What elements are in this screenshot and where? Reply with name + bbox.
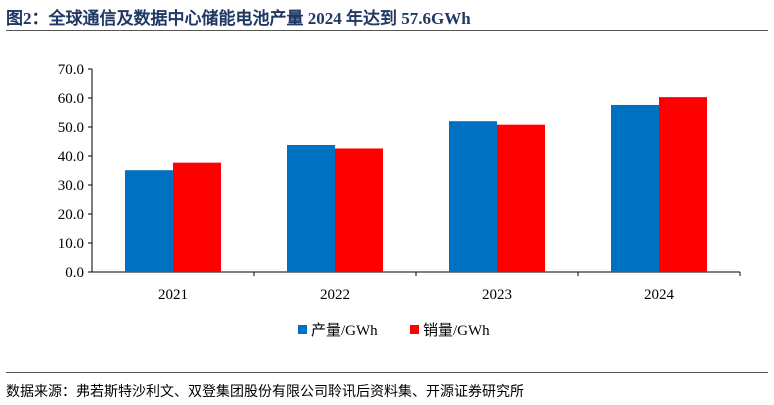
- bar-2024-1: [659, 97, 707, 272]
- bar-2023-1: [497, 124, 545, 273]
- bar-2021-1: [173, 162, 221, 272]
- y-tick-label: 50.0: [58, 120, 84, 136]
- y-tick-label: 20.0: [58, 207, 84, 223]
- y-tick-label: 30.0: [58, 178, 84, 194]
- x-tick-label: 2022: [320, 287, 350, 303]
- chart-title: 图2：全球通信及数据中心储能电池产量 2024 年达到 57.6GWh: [6, 9, 471, 28]
- x-tick-label: 2023: [482, 287, 512, 303]
- bar-2021-0: [125, 170, 173, 272]
- y-tick-label: 40.0: [58, 149, 84, 165]
- y-tick-label: 60.0: [58, 91, 84, 107]
- bar-2022-0: [287, 144, 335, 272]
- title-divider: [6, 30, 768, 31]
- bar-2022-1: [335, 148, 383, 272]
- y-tick-label: 10.0: [58, 236, 84, 252]
- x-tick-label: 2024: [644, 287, 675, 303]
- bar-2024-0: [611, 104, 659, 273]
- legend-label: 产量/GWh: [311, 322, 378, 339]
- legend-swatch: [298, 325, 307, 334]
- legend-label: 销量/GWh: [423, 322, 490, 339]
- bar-chart: 0.0 10.0 20.0 30.0 40.0 50.0 60.0 70.0 2021 2022 2…: [58, 62, 741, 339]
- y-tick-label: 0.0: [65, 265, 84, 281]
- x-tick-label: 2021: [158, 287, 188, 303]
- source-note: 数据来源：弗若斯特沙利文、双登集团股份有限公司聆讯后资料集、开源证券研究所: [6, 385, 524, 400]
- y-tick-label: 70.0: [58, 62, 84, 78]
- source-divider: [6, 372, 768, 373]
- bar-2023-0: [449, 121, 497, 272]
- legend-swatch: [410, 325, 419, 334]
